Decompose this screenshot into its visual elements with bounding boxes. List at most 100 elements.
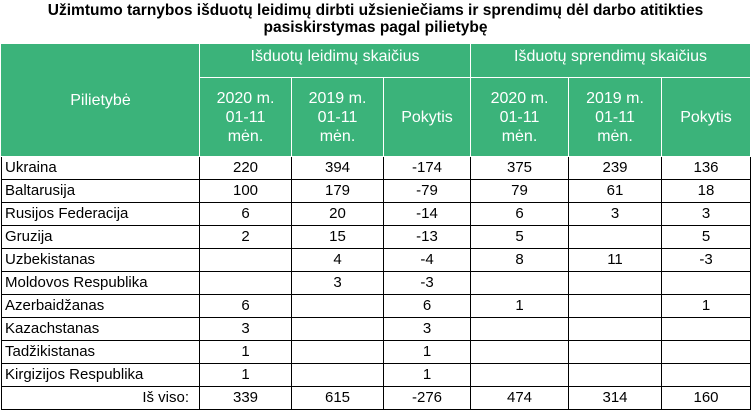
row-value: 160 xyxy=(660,386,751,410)
row-citizenship: Moldovos Respublika xyxy=(1,271,200,295)
row-value: 615 xyxy=(291,386,384,410)
table-row: Ukraina 220 394 -174 375 239 136 xyxy=(1,156,751,180)
row-value: 3 xyxy=(660,202,751,226)
header-col-1: 2020 m. 01-11 mėn. xyxy=(199,77,292,157)
row-value: 1 xyxy=(199,363,292,387)
table-row: Rusijos Federacija 6 20 -14 6 3 3 xyxy=(1,202,751,226)
header-col-line: mėn. xyxy=(227,127,264,145)
row-value xyxy=(568,340,662,364)
row-value: -4 xyxy=(383,248,471,272)
row-citizenship: Gruzija xyxy=(1,225,200,249)
row-value: 5 xyxy=(660,225,751,249)
row-value: 11 xyxy=(568,248,662,272)
header-col-line: 01-11 xyxy=(595,108,635,126)
row-value xyxy=(660,363,751,387)
row-citizenship: Iš viso: xyxy=(1,386,200,410)
row-value: 1 xyxy=(383,363,471,387)
table-row: Kazachstanas 3 3 xyxy=(1,317,751,341)
row-value: 339 xyxy=(199,386,292,410)
row-value: 6 xyxy=(383,294,471,318)
row-value: 179 xyxy=(291,179,384,203)
table-body: Ukraina 220 394 -174 375 239 136 Baltarusija 100… xyxy=(1,156,751,410)
header-col-line: mėn. xyxy=(319,127,356,145)
header-col-5: 2019 m. 01-11 mėn. xyxy=(568,77,662,157)
header-col-3: Pokytis xyxy=(383,77,471,157)
title-line-1: Užimtumo tarnybos išduotų leidimų dirbti… xyxy=(47,2,704,19)
row-value: 394 xyxy=(291,156,384,180)
header-col-line: 2020 m. xyxy=(216,89,275,107)
total-row: Iš viso: 339 615 -276 474 314 160 xyxy=(1,386,751,410)
header-col-line: Pokytis xyxy=(401,108,453,126)
row-value xyxy=(568,225,662,249)
row-value xyxy=(568,363,662,387)
row-value: 1 xyxy=(470,294,569,318)
row-citizenship: Ukraina xyxy=(1,156,200,180)
row-value xyxy=(199,248,292,272)
row-value: 8 xyxy=(470,248,569,272)
row-value: -79 xyxy=(383,179,471,203)
header-col-line: 2020 m. xyxy=(490,89,549,107)
row-value: 3 xyxy=(291,271,384,295)
row-value: 4 xyxy=(291,248,384,272)
row-citizenship: Azerbaidžanas xyxy=(1,294,200,318)
row-value xyxy=(291,294,384,318)
row-value: -174 xyxy=(383,156,471,180)
row-value xyxy=(291,363,384,387)
row-value: 3 xyxy=(383,317,471,341)
row-value: 136 xyxy=(660,156,751,180)
row-citizenship: Kirgizijos Respublika xyxy=(1,363,200,387)
row-value: 6 xyxy=(470,202,569,226)
header-col-line: mėn. xyxy=(501,127,538,145)
row-value xyxy=(291,317,384,341)
row-value xyxy=(568,294,662,318)
table-row: Uzbekistanas 4 -4 8 11 -3 xyxy=(1,248,751,272)
row-value xyxy=(470,271,569,295)
header-group-sprendimai: Išduotų sprendimų skaičius xyxy=(469,43,751,78)
table-header: Pilietybė Išduotų leidimų skaičius Išduo… xyxy=(1,43,751,157)
row-value: 314 xyxy=(568,386,662,410)
row-value xyxy=(660,271,751,295)
row-value: 18 xyxy=(660,179,751,203)
row-citizenship: Kazachstanas xyxy=(1,317,200,341)
row-value: 3 xyxy=(199,317,292,341)
row-value: 15 xyxy=(291,225,384,249)
table-row: Tadžikistanas 1 1 xyxy=(1,340,751,364)
header-col-line: 2019 m. xyxy=(308,89,367,107)
table-row: Baltarusija 100 179 -79 79 61 18 xyxy=(1,179,751,203)
row-value xyxy=(660,317,751,341)
row-value: 100 xyxy=(199,179,292,203)
header-col-line: 01-11 xyxy=(225,108,266,126)
row-value xyxy=(470,363,569,387)
row-value: 220 xyxy=(199,156,292,180)
table-row: Moldovos Respublika 3 -3 xyxy=(1,271,751,295)
row-citizenship: Rusijos Federacija xyxy=(1,202,200,226)
row-value: 1 xyxy=(660,294,751,318)
table-row: Gruzija 2 15 -13 5 5 xyxy=(1,225,751,249)
row-value: 2 xyxy=(199,225,292,249)
row-value xyxy=(470,317,569,341)
row-value: 20 xyxy=(291,202,384,226)
row-value: -276 xyxy=(383,386,471,410)
page-title: Užimtumo tarnybos išduotų leidimų dirbti… xyxy=(0,2,751,36)
row-value: 1 xyxy=(199,340,292,364)
row-citizenship: Baltarusija xyxy=(1,179,200,203)
row-value: 375 xyxy=(470,156,569,180)
row-value: 239 xyxy=(568,156,662,180)
row-citizenship: Tadžikistanas xyxy=(1,340,200,364)
header-col-4: 2020 m. 01-11 mėn. xyxy=(470,77,569,157)
row-value xyxy=(568,317,662,341)
title-line-2: pasiskirstymas pagal pilietybę xyxy=(263,19,488,36)
row-value: 474 xyxy=(470,386,569,410)
row-value: 6 xyxy=(199,202,292,226)
row-value: -14 xyxy=(383,202,471,226)
table-row: Azerbaidžanas 6 6 1 1 xyxy=(1,294,751,318)
header-group-leidimai: Išduotų leidimų skaičius xyxy=(199,43,471,78)
row-value: 61 xyxy=(568,179,662,203)
row-value xyxy=(568,271,662,295)
row-value: 79 xyxy=(470,179,569,203)
citizenship-table: Pilietybė Išduotų leidimų skaičius Išduo… xyxy=(1,43,751,410)
row-value: -3 xyxy=(660,248,751,272)
row-citizenship: Uzbekistanas xyxy=(1,248,200,272)
table-row: Kirgizijos Respublika 1 1 xyxy=(1,363,751,387)
row-value xyxy=(470,340,569,364)
